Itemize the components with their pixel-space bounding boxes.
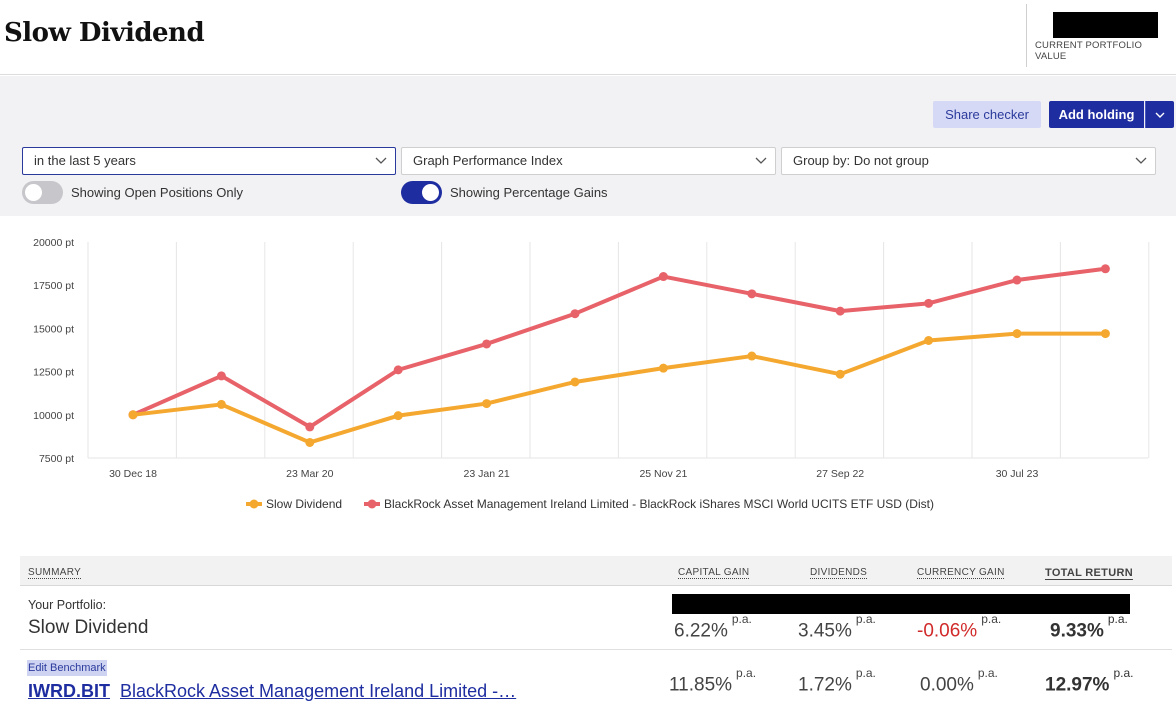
benchmark-dividends: 1.72%p.a. [798,666,876,696]
summary-header: SUMMARY CAPITAL GAIN DIVIDENDS CURRENCY … [20,556,1172,586]
data-point [570,309,580,319]
legend-label: Slow Dividend [266,497,342,511]
data-point [924,298,934,308]
capital-gain-header[interactable]: CAPITAL GAIN [678,567,750,578]
chevron-down-icon [1135,157,1147,164]
data-point [305,422,315,432]
performance-chart: 20000 pt 17500 pt 15000 pt 12500 pt 10000 pt… [33,237,1150,511]
data-point [393,411,403,421]
portfolio-currency-gain: -0.06%p.a. [917,612,1002,642]
page-title: Slow Dividend [4,18,205,48]
summary-col-label: SUMMARY [28,567,82,578]
dividends-header[interactable]: DIVIDENDS [810,567,868,578]
benchmark-currency-gain: 0.00%p.a. [920,666,998,696]
data-point [570,377,580,387]
period-select[interactable]: in the last 5 years [22,147,396,175]
portfolio-value-label: CURRENT PORTFOLIO VALUE [1035,40,1143,62]
toggle-knob [422,184,439,201]
x-tick-label: 27 Sep 22 [816,468,864,480]
x-tick-label: 25 Nov 21 [639,468,687,480]
header-divider [1026,4,1027,67]
portfolio-row-name: Slow Dividend [28,617,149,638]
portfolio-value-redacted [1053,12,1158,38]
graph-select[interactable]: Graph Performance Index [401,147,776,175]
group-select-value: Group by: Do not group [793,153,929,168]
data-point [482,399,492,409]
open-positions-toggle[interactable] [22,181,63,204]
performance-chart-area: 20000 pt 17500 pt 15000 pt 12500 pt 10000 pt… [20,216,1170,526]
redacted-values [672,594,1130,614]
data-point [658,363,668,373]
percentage-gains-label: Showing Percentage Gains [450,185,608,200]
chevron-down-icon [375,157,387,164]
graph-select-value: Graph Performance Index [413,153,563,168]
portfolio-row-label: Your Portfolio: [28,598,107,612]
data-point [658,272,668,282]
series-line-0 [132,331,1106,445]
series-line-1 [132,266,1106,429]
share-checker-button[interactable]: Share checker [933,101,1041,128]
percentage-gains-toggle[interactable] [401,181,442,204]
x-tick-label: 23 Mar 20 [286,468,333,480]
data-point [924,335,934,345]
currency-gain-header[interactable]: CURRENCY GAIN [917,567,1005,578]
x-tick-label: 23 Jan 21 [464,468,510,480]
toggle-knob [25,184,42,201]
data-point [747,351,757,361]
legend-swatch-dot [249,499,259,509]
legend-label: BlackRock Asset Management Ireland Limit… [384,497,934,511]
total-return-header[interactable]: TOTAL RETURN [1045,567,1133,579]
data-point [747,289,757,299]
y-tick-label: 12500 pt [33,367,74,379]
open-positions-label: Showing Open Positions Only [71,185,243,200]
data-point [1100,329,1110,339]
data-point [128,410,138,420]
data-point [216,371,226,381]
chevron-down-icon [755,157,767,164]
portfolio-total-return: 9.33%p.a. [1050,612,1128,642]
page-header: Slow Dividend CURRENT PORTFOLIO VALUE [0,0,1176,75]
chevron-down-icon [1155,112,1165,118]
x-tick-label: 30 Dec 18 [109,468,157,480]
legend-swatch-dot [367,499,377,509]
data-point [216,399,226,409]
benchmark-name-link[interactable]: BlackRock Asset Management Ireland Limit… [120,681,517,701]
add-holding-menu-button[interactable] [1145,101,1174,128]
controls-panel [0,76,1176,216]
data-point [835,369,845,379]
benchmark-capital-gain: 11.85%p.a. [669,666,757,696]
benchmark-ticker-link[interactable]: IWRD.BIT [28,681,110,701]
data-point [305,437,315,447]
x-tick-label: 30 Jul 23 [996,468,1039,480]
portfolio-capital-gain: 6.22%p.a. [674,612,752,642]
edit-benchmark-button[interactable]: Edit Benchmark [27,660,107,676]
data-point [393,365,403,375]
y-tick-label: 7500 pt [39,453,74,465]
y-tick-label: 10000 pt [33,410,74,422]
data-point [835,306,845,316]
data-point [1100,264,1110,274]
y-tick-label: 17500 pt [33,280,74,292]
data-point [1012,329,1022,339]
group-select[interactable]: Group by: Do not group [781,147,1156,175]
y-tick-label: 20000 pt [33,237,74,249]
data-point [482,339,492,349]
row-divider [20,649,1172,650]
data-point [1012,275,1022,285]
add-holding-button[interactable]: Add holding [1049,101,1144,128]
y-tick-label: 15000 pt [33,323,74,335]
period-select-value: in the last 5 years [34,153,136,168]
benchmark-total-return: 12.97%p.a. [1045,666,1134,696]
portfolio-dividends: 3.45%p.a. [798,612,876,642]
